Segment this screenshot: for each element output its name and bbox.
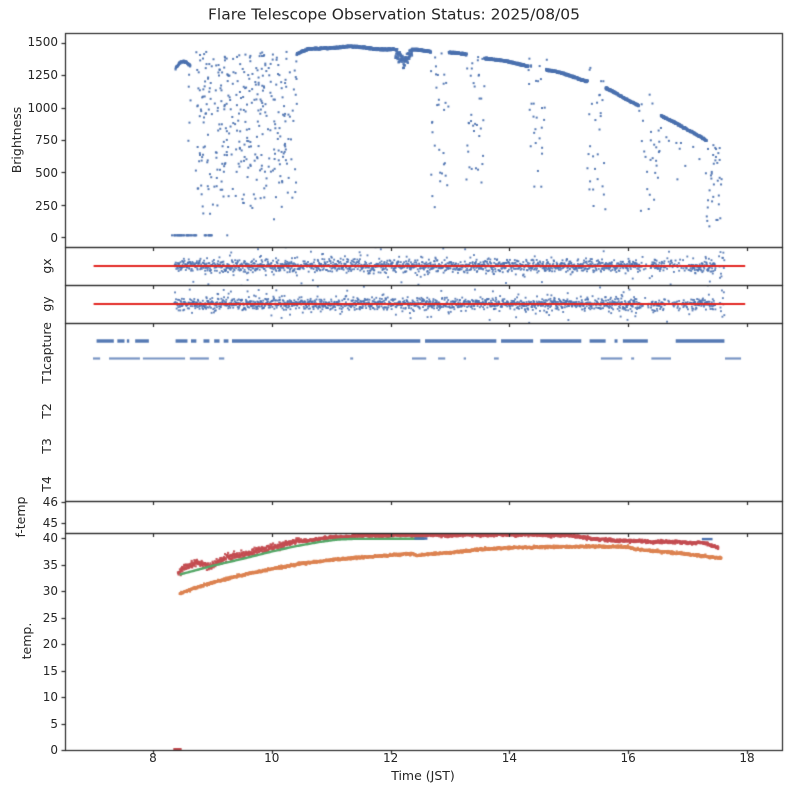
ytick-brightness-1250: 1250	[27, 68, 58, 82]
ytick-ftemp-45: 45	[42, 516, 58, 530]
ytick-temp-5: 5	[50, 716, 58, 731]
row-label-t2: T2	[38, 403, 54, 419]
ytick-brightness-1000: 1000	[27, 100, 58, 115]
xtick-10: 10	[264, 751, 280, 765]
ylabel-gx: gx	[38, 258, 54, 274]
ytick-brightness-0: 0	[50, 231, 58, 246]
xtick-8: 8	[149, 751, 157, 765]
ytick-temp-0: 0	[50, 743, 58, 757]
ytick-temp-40: 40	[42, 531, 58, 546]
xtick-14: 14	[501, 751, 518, 765]
ytick-temp-30: 30	[42, 584, 58, 599]
row-label-t4: T4	[38, 476, 54, 492]
row-label-t1: T1	[38, 368, 54, 384]
xtick-16: 16	[620, 751, 636, 765]
chart-title: Flare Telescope Observation Status: 2025…	[208, 5, 580, 24]
ytick-brightness-1500: 1500	[27, 35, 58, 50]
ytick-temp-35: 35	[42, 558, 58, 572]
ytick-temp-15: 15	[42, 663, 58, 678]
xtick-12: 12	[382, 751, 399, 765]
ytick-temp-10: 10	[42, 690, 58, 705]
xtick-18: 18	[739, 751, 755, 765]
ytick-ftemp-46: 46	[42, 495, 58, 510]
ytick-brightness-750: 750	[35, 133, 58, 148]
xlabel: Time (JST)	[391, 767, 455, 783]
ytick-brightness-500: 500	[35, 165, 58, 180]
ytick-temp-20: 20	[42, 637, 58, 652]
ytick-brightness-250: 250	[35, 198, 58, 213]
row-label-capture: capture	[38, 322, 54, 370]
ylabel-gy: gy	[38, 296, 54, 312]
row-label-t3: T3	[38, 438, 54, 454]
ytick-temp-25: 25	[42, 610, 58, 625]
